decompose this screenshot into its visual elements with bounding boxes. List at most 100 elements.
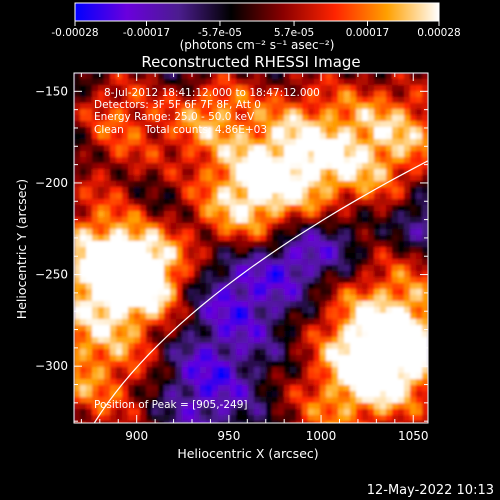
- heatmap-cell: [140, 391, 147, 398]
- heatmap-cell: [332, 259, 339, 266]
- heatmap-cell: [122, 253, 129, 260]
- heatmap-cell: [164, 157, 171, 164]
- heatmap-cell: [236, 277, 243, 284]
- heatmap-cell: [134, 85, 141, 92]
- heatmap-cell: [152, 103, 159, 110]
- heatmap-cell: [326, 319, 333, 326]
- heatmap-cell: [368, 223, 375, 230]
- heatmap-cell: [356, 187, 363, 194]
- heatmap-cell: [188, 241, 195, 248]
- heatmap-cell: [230, 373, 237, 380]
- heatmap-cell: [236, 217, 243, 224]
- heatmap-cell: [350, 181, 357, 188]
- heatmap-cell: [398, 307, 405, 314]
- heatmap-cell: [236, 79, 243, 86]
- colorbar-unit-label: (photons cm⁻² s⁻¹ asec⁻²): [180, 38, 335, 52]
- heatmap-cell: [398, 325, 405, 332]
- heatmap-cell: [392, 235, 399, 242]
- heatmap-cell: [92, 145, 99, 152]
- heatmap-cell: [194, 211, 201, 218]
- heatmap-cell: [224, 247, 231, 254]
- heatmap-cell: [182, 409, 189, 416]
- heatmap-cell: [80, 283, 87, 290]
- heatmap-cell: [200, 325, 207, 332]
- heatmap-cell: [242, 229, 249, 236]
- heatmap-cell: [254, 253, 261, 260]
- heatmap-cell: [80, 319, 87, 326]
- heatmap-cell: [422, 139, 428, 146]
- heatmap-cell: [260, 133, 267, 140]
- heatmap-cell: [392, 103, 399, 110]
- heatmap-cell: [302, 151, 309, 158]
- heatmap-cell: [416, 391, 423, 398]
- heatmap-cell: [116, 289, 123, 296]
- heatmap-cell: [248, 367, 255, 374]
- heatmap-cell: [326, 259, 333, 266]
- heatmap-cell: [410, 283, 417, 290]
- heatmap-cell: [242, 289, 249, 296]
- heatmap-cell: [368, 97, 375, 104]
- heatmap-cell: [152, 313, 159, 320]
- heatmap-cell: [302, 181, 309, 188]
- heatmap-cell: [272, 133, 279, 140]
- heatmap-cell: [146, 325, 153, 332]
- heatmap-cell: [122, 163, 129, 170]
- heatmap-cell: [170, 391, 177, 398]
- heatmap-cell: [248, 283, 255, 290]
- heatmap-cell: [104, 205, 111, 212]
- heatmap-cell: [290, 121, 297, 128]
- heatmap-cell: [290, 175, 297, 182]
- heatmap-cell: [254, 301, 261, 308]
- heatmap-cell: [194, 397, 201, 404]
- heatmap-cell: [230, 109, 237, 116]
- heatmap-cell: [326, 271, 333, 278]
- heatmap-cell: [368, 151, 375, 158]
- heatmap-cell: [368, 229, 375, 236]
- heatmap-cell: [296, 421, 303, 423]
- heatmap-cell: [290, 97, 297, 104]
- heatmap-cell: [374, 325, 381, 332]
- heatmap-cell: [404, 391, 411, 398]
- heatmap-cell: [314, 169, 321, 176]
- heatmap-cell: [224, 337, 231, 344]
- heatmap-cell: [194, 277, 201, 284]
- heatmap-cell: [152, 181, 159, 188]
- heatmap-cell: [212, 385, 219, 392]
- heatmap-cell: [368, 409, 375, 416]
- heatmap-cell: [128, 331, 135, 338]
- heatmap-cell: [206, 91, 213, 98]
- heatmap-cell: [194, 229, 201, 236]
- heatmap-cell: [158, 301, 165, 308]
- heatmap-cell: [302, 103, 309, 110]
- heatmap-cell: [164, 181, 171, 188]
- heatmap-cell: [284, 265, 291, 272]
- heatmap-cell: [248, 187, 255, 194]
- heatmap-cell: [98, 235, 105, 242]
- heatmap-cell: [230, 205, 237, 212]
- heatmap-cell: [236, 91, 243, 98]
- heatmap-cell: [140, 241, 147, 248]
- heatmap-cell: [158, 271, 165, 278]
- heatmap-cell: [320, 163, 327, 170]
- heatmap-cell: [278, 361, 285, 368]
- heatmap-cell: [152, 139, 159, 146]
- heatmap-cell: [308, 271, 315, 278]
- heatmap-cell: [422, 367, 428, 374]
- heatmap-cell: [344, 349, 351, 356]
- heatmap-cell: [200, 175, 207, 182]
- heatmap-cell: [212, 175, 219, 182]
- heatmap-cell: [170, 169, 177, 176]
- heatmap-cell: [176, 223, 183, 230]
- heatmap-cell: [92, 391, 99, 398]
- heatmap-cell: [200, 145, 207, 152]
- heatmap-cell: [344, 283, 351, 290]
- heatmap-cell: [398, 133, 405, 140]
- heatmap-cell: [422, 397, 428, 404]
- heatmap-cell: [302, 259, 309, 266]
- heatmap-cell: [218, 157, 225, 164]
- heatmap-cell: [386, 253, 393, 260]
- heatmap-cell: [206, 295, 213, 302]
- heatmap-cell: [74, 211, 81, 218]
- heatmap-cell: [398, 403, 405, 410]
- heatmap-cell: [164, 319, 171, 326]
